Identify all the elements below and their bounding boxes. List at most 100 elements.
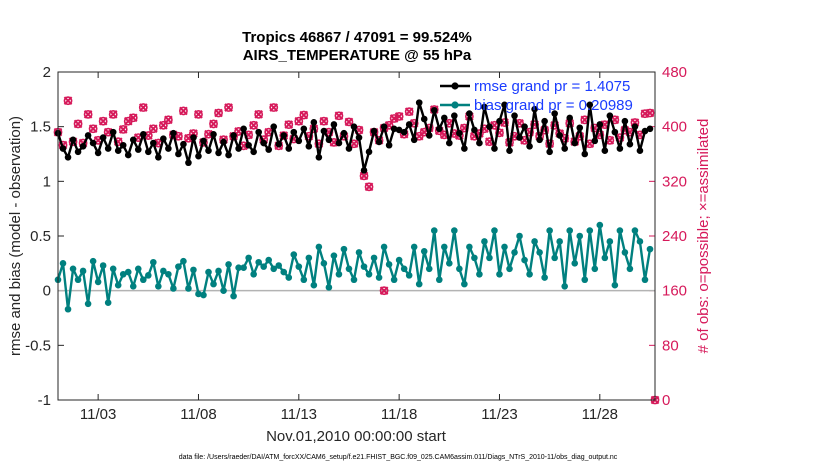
bias-point	[175, 263, 182, 270]
bias-point	[280, 268, 288, 276]
rmse-point	[235, 145, 242, 152]
obs-assimilated-marker	[83, 110, 93, 119]
bias-point	[285, 274, 293, 281]
rmse-point	[506, 147, 513, 155]
rmse-point	[230, 132, 237, 139]
obs-assimilated-marker	[204, 129, 213, 139]
x-tick-label: 11/03	[80, 406, 116, 423]
rmse-point	[119, 141, 127, 149]
obs-assimilated-marker	[645, 108, 655, 118]
rmse-point	[430, 106, 438, 114]
bias-point	[129, 282, 137, 290]
bias-point	[420, 248, 428, 255]
rmse-point	[220, 138, 227, 146]
rmse-point	[89, 139, 97, 147]
bias-point	[636, 238, 644, 245]
rmse-point	[325, 136, 333, 144]
obs-possible-marker	[194, 109, 203, 119]
bias-point	[94, 278, 102, 286]
bias-point	[415, 280, 423, 288]
obs-assimilated-marker	[269, 103, 279, 112]
y-left-tick-label: 1.5	[30, 119, 51, 136]
bias-point	[325, 284, 333, 291]
bias-point	[59, 260, 67, 267]
bias-point	[551, 254, 558, 262]
rmse-point	[461, 145, 468, 152]
bias-point	[145, 272, 152, 279]
rmse-point	[320, 127, 328, 135]
bias-point	[576, 232, 584, 240]
bias-point	[69, 265, 77, 273]
obs-assimilated-marker	[149, 124, 158, 134]
bias-point	[526, 270, 533, 278]
rmse-point	[335, 139, 343, 147]
rmse-point	[611, 128, 619, 136]
rmse-point	[581, 150, 589, 158]
bias-point	[220, 287, 227, 294]
bias-point	[491, 227, 498, 234]
bias-point	[430, 227, 438, 234]
bias-point	[435, 276, 443, 284]
obs-possible-marker	[73, 119, 83, 129]
obs-assimilated-marker	[249, 120, 258, 130]
x-tick-label: 11/23	[481, 406, 517, 423]
rmse-point	[486, 123, 493, 130]
obs-assimilated-marker	[209, 119, 218, 129]
rmse-point	[440, 114, 448, 122]
obs-possible-marker	[334, 111, 344, 121]
rmse-point	[561, 145, 568, 152]
obs-assimilated-marker	[254, 110, 263, 119]
rmse-point	[300, 125, 308, 133]
obs-assimilated-marker	[214, 108, 223, 118]
bias-point	[350, 276, 358, 284]
bias-point	[99, 262, 107, 269]
obs-possible-marker	[299, 110, 309, 120]
bias-point	[606, 238, 614, 245]
bias-point	[566, 227, 574, 234]
rmse-point	[576, 124, 584, 132]
obs-possible-marker	[364, 182, 374, 192]
bias-point	[255, 258, 262, 266]
x-tick-label: 11/28	[582, 406, 618, 423]
plot-area	[58, 72, 655, 400]
rmse-point	[340, 129, 348, 137]
obs-possible-marker	[179, 106, 188, 116]
obs-possible-marker	[284, 120, 294, 130]
rmse-point	[541, 117, 548, 125]
rmse-point	[145, 148, 152, 156]
bias-point	[250, 270, 257, 278]
bias-point	[134, 265, 142, 273]
bias-point	[390, 276, 398, 284]
rmse-point	[591, 137, 599, 145]
obs-possible-marker	[118, 124, 128, 134]
obs-possible-marker	[98, 116, 108, 126]
obs-possible-marker	[404, 107, 414, 117]
bias-point	[119, 270, 127, 278]
obs-assimilated-marker	[108, 110, 118, 119]
bias-point	[395, 256, 403, 264]
bias-point	[621, 249, 629, 256]
obs-assimilated-marker	[103, 127, 113, 137]
obs-assimilated-marker	[73, 119, 83, 129]
bias-point	[531, 238, 538, 245]
rmse-point	[109, 128, 117, 136]
rmse-point	[200, 137, 207, 145]
obs-possible-marker	[63, 96, 73, 106]
obs-assimilated-marker	[88, 124, 98, 134]
bias-point	[451, 227, 458, 234]
rmse-point	[551, 110, 558, 117]
bias-point	[215, 267, 222, 275]
rmse-point	[275, 140, 283, 148]
obs-extra-marker-x	[379, 286, 389, 295]
rmse-point	[501, 101, 508, 109]
obs-possible-marker	[88, 124, 98, 134]
rmse-point	[210, 131, 217, 138]
bias-point	[104, 299, 112, 306]
bias-point	[89, 257, 97, 265]
rmse-point	[471, 126, 478, 134]
bias-point	[320, 260, 328, 267]
obs-assimilated-marker	[404, 107, 414, 116]
legend: rmse grand pr = 1.4075 bias grand pr = 0…	[440, 78, 633, 114]
x-tick-label: 11/18	[381, 406, 417, 423]
